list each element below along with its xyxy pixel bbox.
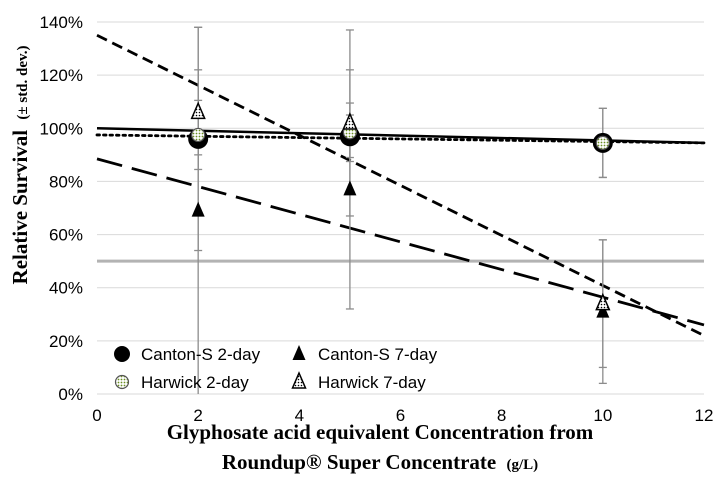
x-tick-label: 10 — [593, 406, 612, 425]
legend-label: Harwick 2-day — [141, 373, 249, 392]
x-tick-label: 4 — [295, 406, 304, 425]
legend-item: Canton-S 2-day — [114, 345, 261, 364]
x-axis-title-main: Roundup® Super Concentrate — [222, 450, 496, 474]
legend-label: Canton-S 2-day — [141, 345, 261, 364]
legend-label: Harwick 7-day — [318, 373, 426, 392]
data-point-harwick-7-day — [595, 292, 611, 311]
legend-marker — [291, 371, 307, 389]
trendlines — [95, 34, 706, 337]
data-point-canton-s-7-day — [343, 180, 357, 196]
trendline-harwick-7-day — [96, 34, 705, 337]
y-axis-title-main: Relative Survival — [8, 130, 32, 285]
y-tick-label: 120% — [40, 66, 83, 85]
x-tick-label: 12 — [695, 406, 714, 425]
x-tick-label: 8 — [497, 406, 506, 425]
y-tick-label: 20% — [49, 332, 83, 351]
legend-label: Canton-S 7-day — [318, 345, 438, 364]
y-tick-label: 80% — [49, 172, 83, 191]
legend-item: Canton-S 7-day — [292, 345, 438, 364]
y-axis-title: Relative Survival (± std. dev.) — [8, 46, 32, 285]
y-tick-label: 40% — [49, 279, 83, 298]
y-tick-label: 0% — [58, 385, 83, 404]
legend-marker — [114, 346, 130, 362]
error-bars — [194, 26, 607, 394]
tick-labels: 0% 20% 40% 60% 80% 100% 120% 140% 0 2 4 6 8 10 12 — [40, 13, 714, 425]
x-axis-title-line2: Roundup® Super Concentrate (g/L) — [222, 450, 538, 474]
legend-item: Harwick 7-day — [291, 371, 426, 392]
trendline-canton-s-7-day — [96, 157, 705, 327]
data-point-harwick-7-day — [190, 101, 206, 120]
data-point-canton-s-7-day — [191, 201, 205, 217]
x-tick-label: 0 — [92, 406, 101, 425]
data-point-harwick-2-day — [595, 135, 610, 150]
data-markers — [188, 101, 613, 318]
y-tick-label: 60% — [49, 226, 83, 245]
data-point-harwick-2-day — [191, 127, 206, 143]
x-axis-title-line1: Glyphosate acid equivalent Concentration… — [167, 420, 594, 444]
grid-lines — [97, 21, 704, 395]
legend-marker — [114, 374, 130, 390]
x-axis-title-unit: (g/L) — [506, 457, 538, 473]
data-point-harwick-7-day — [342, 112, 358, 130]
legend-item: Harwick 2-day — [114, 373, 249, 392]
y-tick-label: 100% — [40, 119, 83, 138]
y-tick-label: 140% — [40, 13, 83, 32]
y-axis-title-unit: (± std. dev.) — [15, 46, 31, 120]
legend-marker — [292, 345, 306, 360]
x-tick-label: 6 — [396, 406, 405, 425]
legend: Canton-S 2-day Canton-S 7-day Harwick 2-da… — [114, 345, 438, 392]
x-tick-label: 2 — [193, 406, 202, 425]
